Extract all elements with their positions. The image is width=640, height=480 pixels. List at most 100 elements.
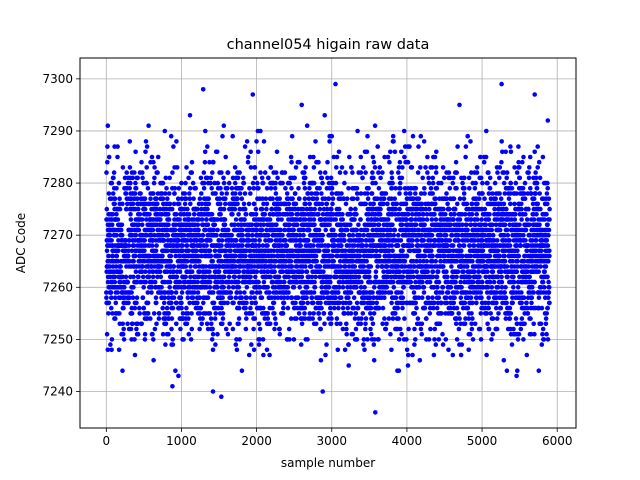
data-point <box>421 285 427 290</box>
data-point <box>189 159 195 165</box>
data-point <box>393 295 399 301</box>
data-point <box>294 316 299 321</box>
data-point <box>253 212 259 217</box>
data-point <box>344 196 350 201</box>
data-point <box>160 196 166 201</box>
data-point <box>244 316 249 321</box>
data-point <box>203 128 208 134</box>
data-point <box>113 300 119 306</box>
data-point <box>316 212 321 217</box>
data-point <box>151 311 157 316</box>
data-point <box>179 305 184 311</box>
data-point <box>237 191 243 196</box>
data-point <box>132 337 137 342</box>
data-point <box>355 305 361 311</box>
data-point <box>281 305 286 311</box>
data-point <box>250 232 255 238</box>
data-point <box>135 175 140 181</box>
data-point <box>143 149 148 155</box>
data-point <box>151 191 156 196</box>
data-point <box>361 342 366 347</box>
data-point <box>168 133 174 139</box>
data-point <box>336 305 341 311</box>
data-point <box>272 264 277 269</box>
data-point <box>318 300 323 306</box>
data-point <box>455 201 460 207</box>
data-point <box>142 196 148 201</box>
data-point <box>399 290 404 295</box>
data-point <box>445 290 451 295</box>
data-point <box>233 295 239 301</box>
data-point <box>305 337 310 342</box>
data-point <box>106 191 112 196</box>
data-point <box>268 186 274 191</box>
data-point <box>170 305 176 311</box>
data-point <box>398 326 403 332</box>
data-point <box>475 201 480 207</box>
data-point <box>186 175 191 181</box>
data-point <box>114 212 119 217</box>
data-point <box>372 123 378 128</box>
data-point <box>426 180 432 186</box>
data-point <box>447 186 453 191</box>
data-point <box>203 274 208 280</box>
data-point <box>139 217 145 222</box>
data-point <box>366 269 372 275</box>
data-point <box>137 311 142 316</box>
data-point <box>165 232 171 238</box>
data-point <box>320 232 326 238</box>
data-point <box>166 191 172 196</box>
data-point <box>209 337 215 342</box>
data-point <box>361 165 366 170</box>
data-point <box>470 258 475 264</box>
data-point <box>426 175 431 181</box>
data-point <box>160 305 165 311</box>
data-point <box>133 253 138 259</box>
data-point <box>253 300 258 306</box>
data-point <box>191 196 196 201</box>
data-point <box>267 352 272 358</box>
data-point <box>215 227 220 233</box>
data-point <box>416 144 421 149</box>
data-point <box>190 295 196 301</box>
data-point <box>290 248 295 254</box>
data-point <box>340 305 346 311</box>
data-point <box>199 217 205 222</box>
data-point <box>221 206 227 212</box>
data-point <box>291 285 297 290</box>
data-point <box>130 321 135 327</box>
data-point <box>138 191 143 196</box>
data-point <box>323 352 328 358</box>
data-point <box>192 290 197 295</box>
data-point <box>354 300 360 306</box>
data-point <box>210 326 215 332</box>
data-point <box>360 311 366 316</box>
data-point <box>363 170 368 175</box>
data-point <box>152 232 157 238</box>
data-point <box>425 269 431 275</box>
data-point <box>297 196 302 201</box>
data-point <box>354 212 359 217</box>
data-point <box>278 238 283 243</box>
data-point <box>216 305 221 311</box>
data-point <box>333 295 338 301</box>
data-point <box>279 217 284 222</box>
data-point <box>167 201 173 207</box>
data-point <box>435 269 441 275</box>
data-point <box>271 300 277 306</box>
data-point <box>196 217 201 222</box>
data-point <box>436 279 442 285</box>
data-point <box>196 232 202 238</box>
data-point <box>148 316 153 321</box>
data-point <box>197 295 202 301</box>
data-point <box>151 159 156 165</box>
data-point <box>182 191 188 196</box>
data-point <box>134 295 140 301</box>
data-point <box>200 238 205 243</box>
data-point <box>220 321 225 327</box>
data-point <box>147 212 152 217</box>
data-point <box>171 201 177 207</box>
data-point <box>318 358 324 363</box>
data-point <box>330 253 335 259</box>
data-point <box>275 217 281 222</box>
